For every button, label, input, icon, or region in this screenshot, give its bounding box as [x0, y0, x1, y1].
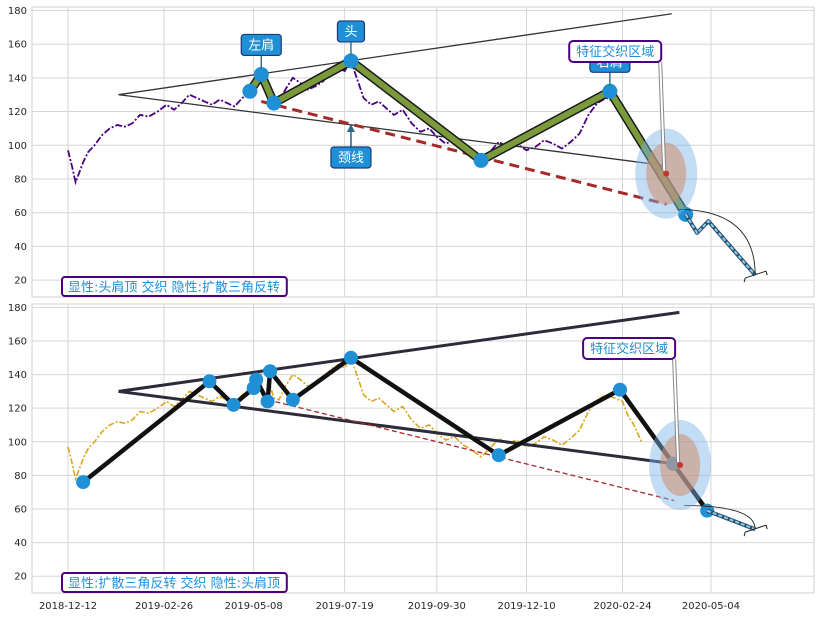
pattern-point-marker [266, 95, 282, 111]
x-tick-label: 2020-05-04 [682, 601, 740, 612]
pattern-label-text: 显性:扩散三角反转 交织 隐性:头肩顶 [68, 576, 280, 592]
y-tick-label: 160 [8, 336, 27, 347]
annotation-box [336, 20, 366, 43]
y-tick-label: 100 [8, 437, 27, 448]
projection-arc [676, 208, 756, 276]
x-tick-label: 2019-02-26 [135, 601, 193, 612]
y-tick-label: 60 [14, 504, 27, 515]
triangle-lower-line [118, 94, 665, 167]
plot-frame [31, 6, 815, 298]
pattern-point-marker [491, 448, 506, 463]
shared-x-axis: 2018-12-12 2019-02-26 2019-05-08 2019-07-19… [39, 601, 740, 612]
annotation-box [330, 146, 372, 169]
projection-target-bracket [743, 270, 768, 283]
annotation-arrow-shaft-inner [673, 358, 680, 463]
pattern-point-marker [253, 66, 269, 82]
y-tick-label: 20 [14, 276, 27, 287]
y-tick-label: 20 [14, 572, 27, 583]
pattern-point-marker [242, 83, 258, 99]
y-tick-label: 40 [14, 242, 27, 253]
x-tick-label: 2019-09-30 [408, 601, 466, 612]
x-tick-label: 2020-02-24 [593, 601, 651, 612]
pattern-label-box [61, 276, 288, 297]
annotation-box [240, 33, 282, 57]
pattern-point-marker [263, 364, 278, 379]
y-tick-label: 140 [8, 370, 27, 381]
annotation-label: 左肩 [248, 37, 274, 53]
pattern-point-marker [226, 397, 241, 412]
x-tick-label: 2019-05-08 [225, 601, 283, 612]
x-tick-label: 2019-12-10 [497, 601, 555, 612]
y-tick-label: 80 [14, 174, 27, 185]
pattern-label-box [61, 572, 288, 593]
projection-arc [684, 505, 756, 530]
triangle-upper-line [118, 13, 672, 96]
pattern-point-marker [76, 475, 91, 490]
annotation-arrow-head [346, 123, 355, 132]
pattern-point-marker [202, 374, 217, 389]
y-tick-label: 120 [8, 404, 27, 415]
projection-path [684, 213, 756, 276]
pattern-point-marker [343, 350, 358, 365]
annotation-box [568, 40, 663, 63]
annotation-label: 特征交织区域 [576, 44, 654, 60]
pattern-point-marker [343, 53, 359, 69]
annotation-label: 颈线 [338, 151, 364, 166]
top-chart-panel: 20406080100120140160180左肩头右肩颈线特征交织区域显性:头… [8, 6, 815, 298]
y-tick-label: 80 [14, 471, 27, 482]
interlace-region-center [663, 170, 670, 177]
projection-target-bracket [743, 524, 768, 537]
y-tick-label: 40 [14, 538, 27, 549]
x-tick-label: 2019-07-19 [316, 601, 374, 612]
pattern-point-marker [249, 372, 264, 387]
y-tick-label: 140 [8, 73, 27, 84]
neckline [267, 399, 675, 502]
y-tick-label: 100 [8, 141, 27, 152]
x-tick-label: 2018-12-12 [39, 601, 97, 612]
pattern-point-marker [260, 394, 275, 409]
pattern-point-marker [602, 83, 618, 99]
annotation-label: 头 [344, 25, 357, 40]
annotation-arrow-shaft-inner [659, 61, 666, 171]
interlace-region-center [677, 461, 684, 468]
y-tick-label: 60 [14, 208, 27, 219]
y-tick-label: 180 [8, 6, 27, 17]
pattern-point-marker [285, 392, 300, 407]
pattern-point-marker [613, 382, 627, 397]
pattern-label-text: 显性:头肩顶 交织 隐性:扩散三角反转 [68, 280, 280, 296]
triangle-lower-line [118, 389, 674, 466]
y-tick-label: 120 [8, 107, 27, 118]
y-tick-label: 160 [8, 40, 27, 51]
y-tick-label: 180 [8, 303, 27, 314]
annotation-label: 特征交织区域 [590, 341, 668, 357]
price-series-line [67, 58, 643, 186]
projection-path [706, 509, 756, 531]
annotation-box [582, 337, 677, 360]
pattern-point-marker [473, 152, 489, 168]
